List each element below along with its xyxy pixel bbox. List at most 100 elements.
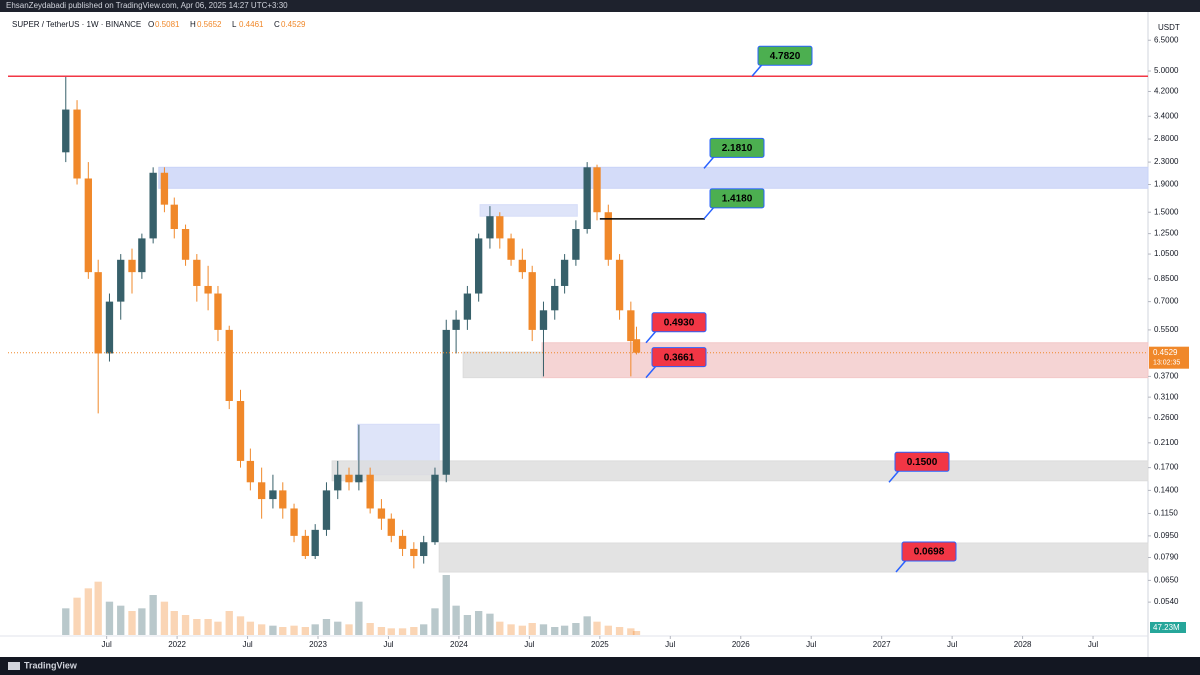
volume-bar: [539, 624, 548, 635]
candle-body: [94, 272, 102, 354]
volume-bar: [528, 623, 536, 635]
volume-bar: [105, 601, 114, 635]
candle-body: [257, 482, 266, 500]
candle-body: [181, 229, 190, 260]
y-tick-label: 0.8500: [1154, 274, 1179, 283]
y-tick-label: 6.5000: [1154, 35, 1179, 44]
candle-body: [518, 259, 527, 273]
candle-body: [604, 212, 612, 260]
callout-box: [651, 312, 707, 333]
volume-bar: [496, 621, 504, 635]
volume-bar: [279, 627, 287, 635]
candle-body: [214, 293, 222, 330]
ohlc-value: 0.4529: [281, 20, 306, 29]
y-tick-label: 0.0650: [1154, 575, 1179, 584]
candle-body: [486, 216, 494, 239]
candle-body: [334, 474, 342, 491]
y-tick-label: 0.1400: [1154, 485, 1179, 494]
volume-bar: [486, 613, 494, 635]
volume-bar: [604, 625, 612, 635]
zone: [541, 342, 1149, 379]
candle-body: [84, 178, 92, 273]
candle-body: [551, 285, 559, 311]
candle-body: [572, 229, 580, 260]
volume-bar: [246, 621, 255, 635]
candle-body: [62, 109, 70, 153]
volume-bar: [463, 615, 472, 635]
x-tick-label: 2026: [732, 640, 750, 649]
volume-bar: [225, 611, 233, 635]
x-tick-label: 2024: [450, 640, 468, 649]
volume-bar: [214, 621, 222, 635]
volume-bar: [632, 631, 641, 635]
candle-body: [138, 238, 146, 273]
y-tick-label: 0.2600: [1154, 413, 1179, 422]
candle-body: [560, 259, 569, 286]
callout-label: 0.3661: [664, 352, 695, 363]
y-tick-label: 1.5000: [1154, 207, 1179, 216]
callout-box: [709, 188, 765, 209]
x-tick-label: 2027: [873, 640, 891, 649]
x-tick-label: Jul: [806, 640, 816, 649]
y-tick-label: 1.9000: [1154, 180, 1179, 189]
volume-bar: [128, 611, 136, 635]
x-tick-label: Jul: [1088, 640, 1098, 649]
y-tick-label: 0.3100: [1154, 392, 1179, 401]
volume-bar: [442, 575, 450, 635]
y-tick-label: 1.2500: [1154, 229, 1179, 238]
volume-bar: [572, 623, 580, 635]
top-strip: [0, 0, 1200, 12]
ohlc-key: O: [148, 20, 154, 29]
callout-label: 0.0698: [914, 547, 945, 558]
candle-body: [204, 285, 212, 294]
volume-bar: [615, 627, 624, 635]
volume-bar: [84, 588, 92, 635]
volume-bar: [236, 616, 245, 635]
y-tick-label: 0.1700: [1154, 463, 1179, 472]
volume-bar: [398, 628, 407, 635]
candle-body: [290, 508, 298, 536]
volume-bar: [160, 601, 169, 635]
y-tick-label: 5.0000: [1154, 66, 1179, 75]
candle-body: [160, 172, 169, 205]
x-tick-label: Jul: [102, 640, 112, 649]
brand-logo: [8, 662, 20, 670]
volume-label-bg: [1150, 622, 1186, 633]
volume-bar: [334, 621, 342, 635]
volume-bar: [62, 608, 70, 635]
candle-body: [387, 518, 395, 536]
y-tick-label: 4.2000: [1154, 87, 1179, 96]
volume-bar: [138, 608, 146, 635]
candle-body: [345, 474, 353, 483]
candle-body: [279, 490, 287, 509]
candle-body: [377, 508, 386, 519]
candle-body: [301, 535, 309, 557]
volume-bar: [560, 625, 569, 635]
candle-body: [246, 460, 255, 483]
x-tick-label: 2028: [1014, 640, 1032, 649]
volume-bar: [73, 597, 81, 635]
candle-body: [593, 167, 601, 213]
candle-body: [528, 272, 536, 330]
candle-body: [269, 490, 277, 500]
volume-bar: [452, 605, 460, 635]
candle-body: [539, 310, 548, 330]
volume-bar: [301, 627, 309, 635]
brand-name: TradingView: [24, 660, 78, 670]
volume-bar: [181, 615, 190, 635]
candle-body: [236, 400, 245, 461]
callout-label: 0.1500: [907, 457, 938, 468]
candle-body: [128, 259, 136, 273]
candle-body: [496, 216, 504, 239]
volume-bar: [518, 625, 527, 635]
y-tick-label: 0.0540: [1154, 597, 1179, 606]
symbol-title: SUPER / TetherUS · 1W · BINANCE: [12, 20, 141, 29]
volume-bar: [290, 625, 298, 635]
candle-body: [170, 204, 178, 230]
volume-bar: [193, 619, 201, 635]
y-tick-label: 0.3700: [1154, 372, 1179, 381]
candle-body: [615, 259, 624, 311]
bottom-strip: [0, 657, 1200, 675]
volume-bar: [593, 621, 601, 635]
